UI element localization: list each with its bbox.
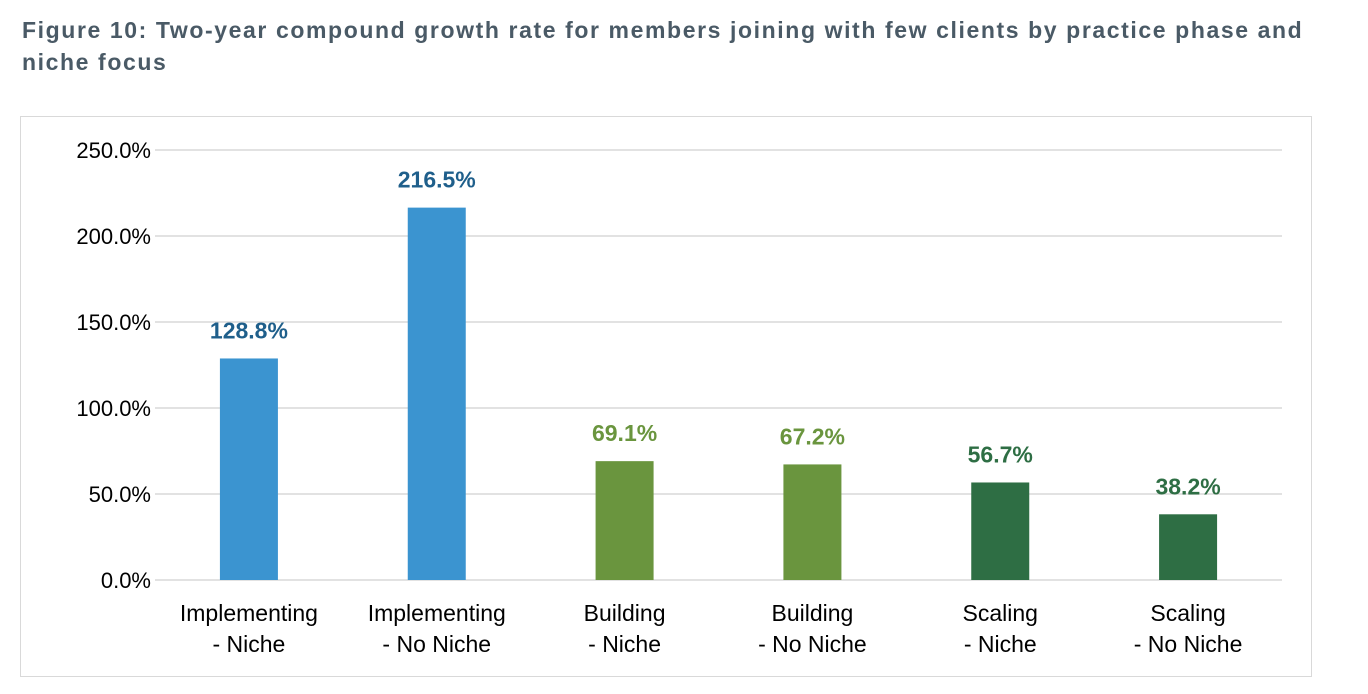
y-tick-label: 50.0%	[89, 482, 151, 507]
bar-chart: 0.0% 50.0% 100.0% 150.0% 200.0% 250.0% 128.8%…	[76, 138, 1282, 657]
bar-scaling	[1159, 514, 1218, 580]
data-label: 67.2%	[780, 423, 845, 449]
category-label: - Niche	[588, 631, 661, 657]
category-label: - Niche	[212, 631, 285, 657]
category-label: Building	[584, 600, 666, 626]
y-tick-label: 250.0%	[76, 138, 151, 163]
chart-frame: 0.0% 50.0% 100.0% 150.0% 200.0% 250.0% 128.8%…	[20, 116, 1312, 677]
category-label: - No Niche	[382, 631, 491, 657]
y-tick-label: 0.0%	[101, 568, 151, 593]
data-labels: 128.8% 216.5% 69.1% 67.2% 56.7% 38.2%	[210, 167, 1221, 500]
bars	[219, 207, 1218, 580]
gridlines	[155, 149, 1282, 581]
bar-implementing	[407, 207, 466, 580]
category-label: Implementing	[180, 600, 318, 626]
category-label: - No Niche	[1134, 631, 1243, 657]
data-label: 216.5%	[398, 167, 476, 193]
category-label: Building	[771, 600, 853, 626]
category-label: Implementing	[368, 600, 506, 626]
category-label: - No Niche	[758, 631, 867, 657]
y-tick-label: 200.0%	[76, 224, 151, 249]
data-label: 128.8%	[210, 317, 288, 343]
x-axis-categories: Implementing - Niche Implementing - No Nich…	[180, 600, 1243, 657]
category-label: - Niche	[964, 631, 1037, 657]
bar-scaling	[971, 482, 1030, 580]
y-tick-label: 100.0%	[76, 396, 151, 421]
data-label: 69.1%	[592, 420, 657, 446]
y-axis-ticks: 0.0% 50.0% 100.0% 150.0% 200.0% 250.0%	[76, 138, 151, 593]
bar-building	[595, 461, 654, 580]
data-label: 56.7%	[968, 441, 1033, 467]
data-label: 38.2%	[1155, 473, 1220, 499]
category-label: Scaling	[963, 600, 1038, 626]
bar-building	[783, 464, 842, 580]
category-label: Scaling	[1150, 600, 1225, 626]
y-tick-label: 150.0%	[76, 310, 151, 335]
bar-implementing	[219, 358, 278, 580]
figure-title: Figure 10: Two-year compound growth rate…	[22, 17, 1304, 75]
